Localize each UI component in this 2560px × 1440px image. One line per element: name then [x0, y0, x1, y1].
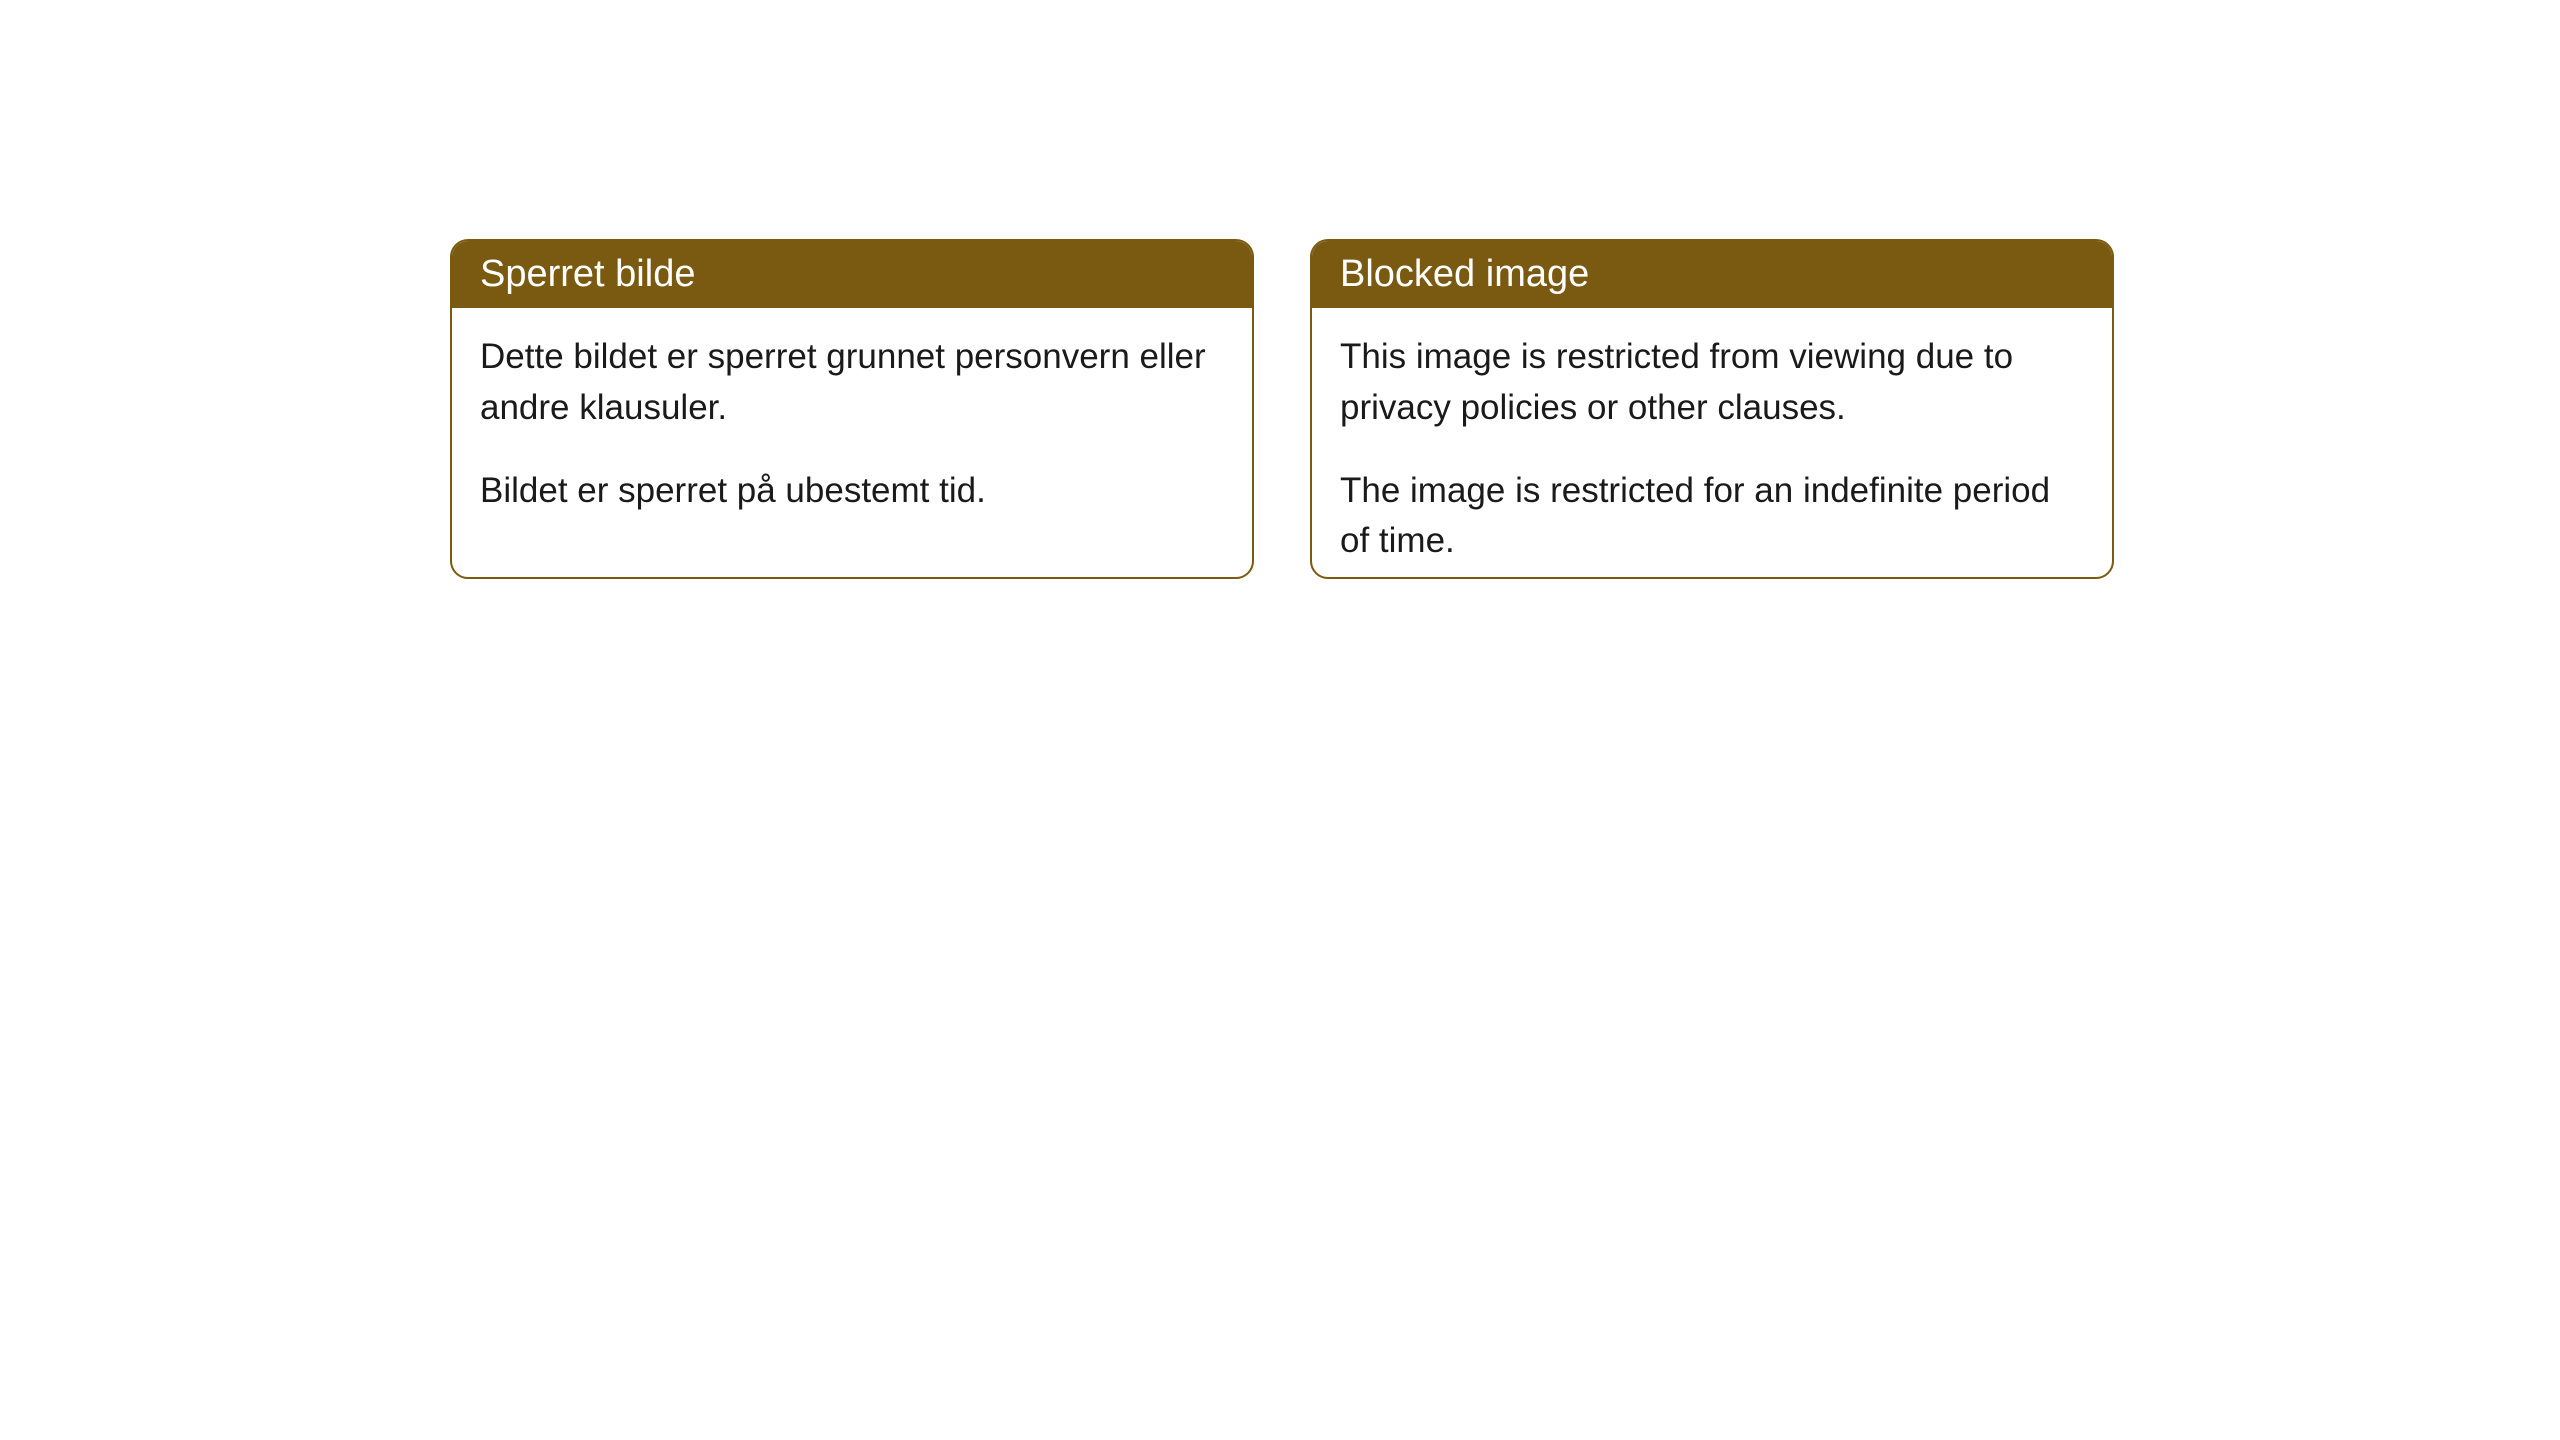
card-paragraph-english-2: The image is restricted for an indefinit…	[1340, 466, 2084, 568]
card-header-norwegian: Sperret bilde	[452, 241, 1252, 308]
blocked-image-cards: Sperret bilde Dette bildet er sperret gr…	[450, 239, 2114, 579]
card-paragraph-norwegian-1: Dette bildet er sperret grunnet personve…	[480, 332, 1224, 434]
card-paragraph-english-1: This image is restricted from viewing du…	[1340, 332, 2084, 434]
blocked-image-card-english: Blocked image This image is restricted f…	[1310, 239, 2114, 579]
card-body-norwegian: Dette bildet er sperret grunnet personve…	[452, 308, 1252, 552]
blocked-image-card-norwegian: Sperret bilde Dette bildet er sperret gr…	[450, 239, 1254, 579]
card-title-english: Blocked image	[1340, 253, 1589, 295]
card-header-english: Blocked image	[1312, 241, 2112, 308]
card-title-norwegian: Sperret bilde	[480, 253, 695, 295]
card-body-english: This image is restricted from viewing du…	[1312, 308, 2112, 579]
card-paragraph-norwegian-2: Bildet er sperret på ubestemt tid.	[480, 466, 1224, 517]
